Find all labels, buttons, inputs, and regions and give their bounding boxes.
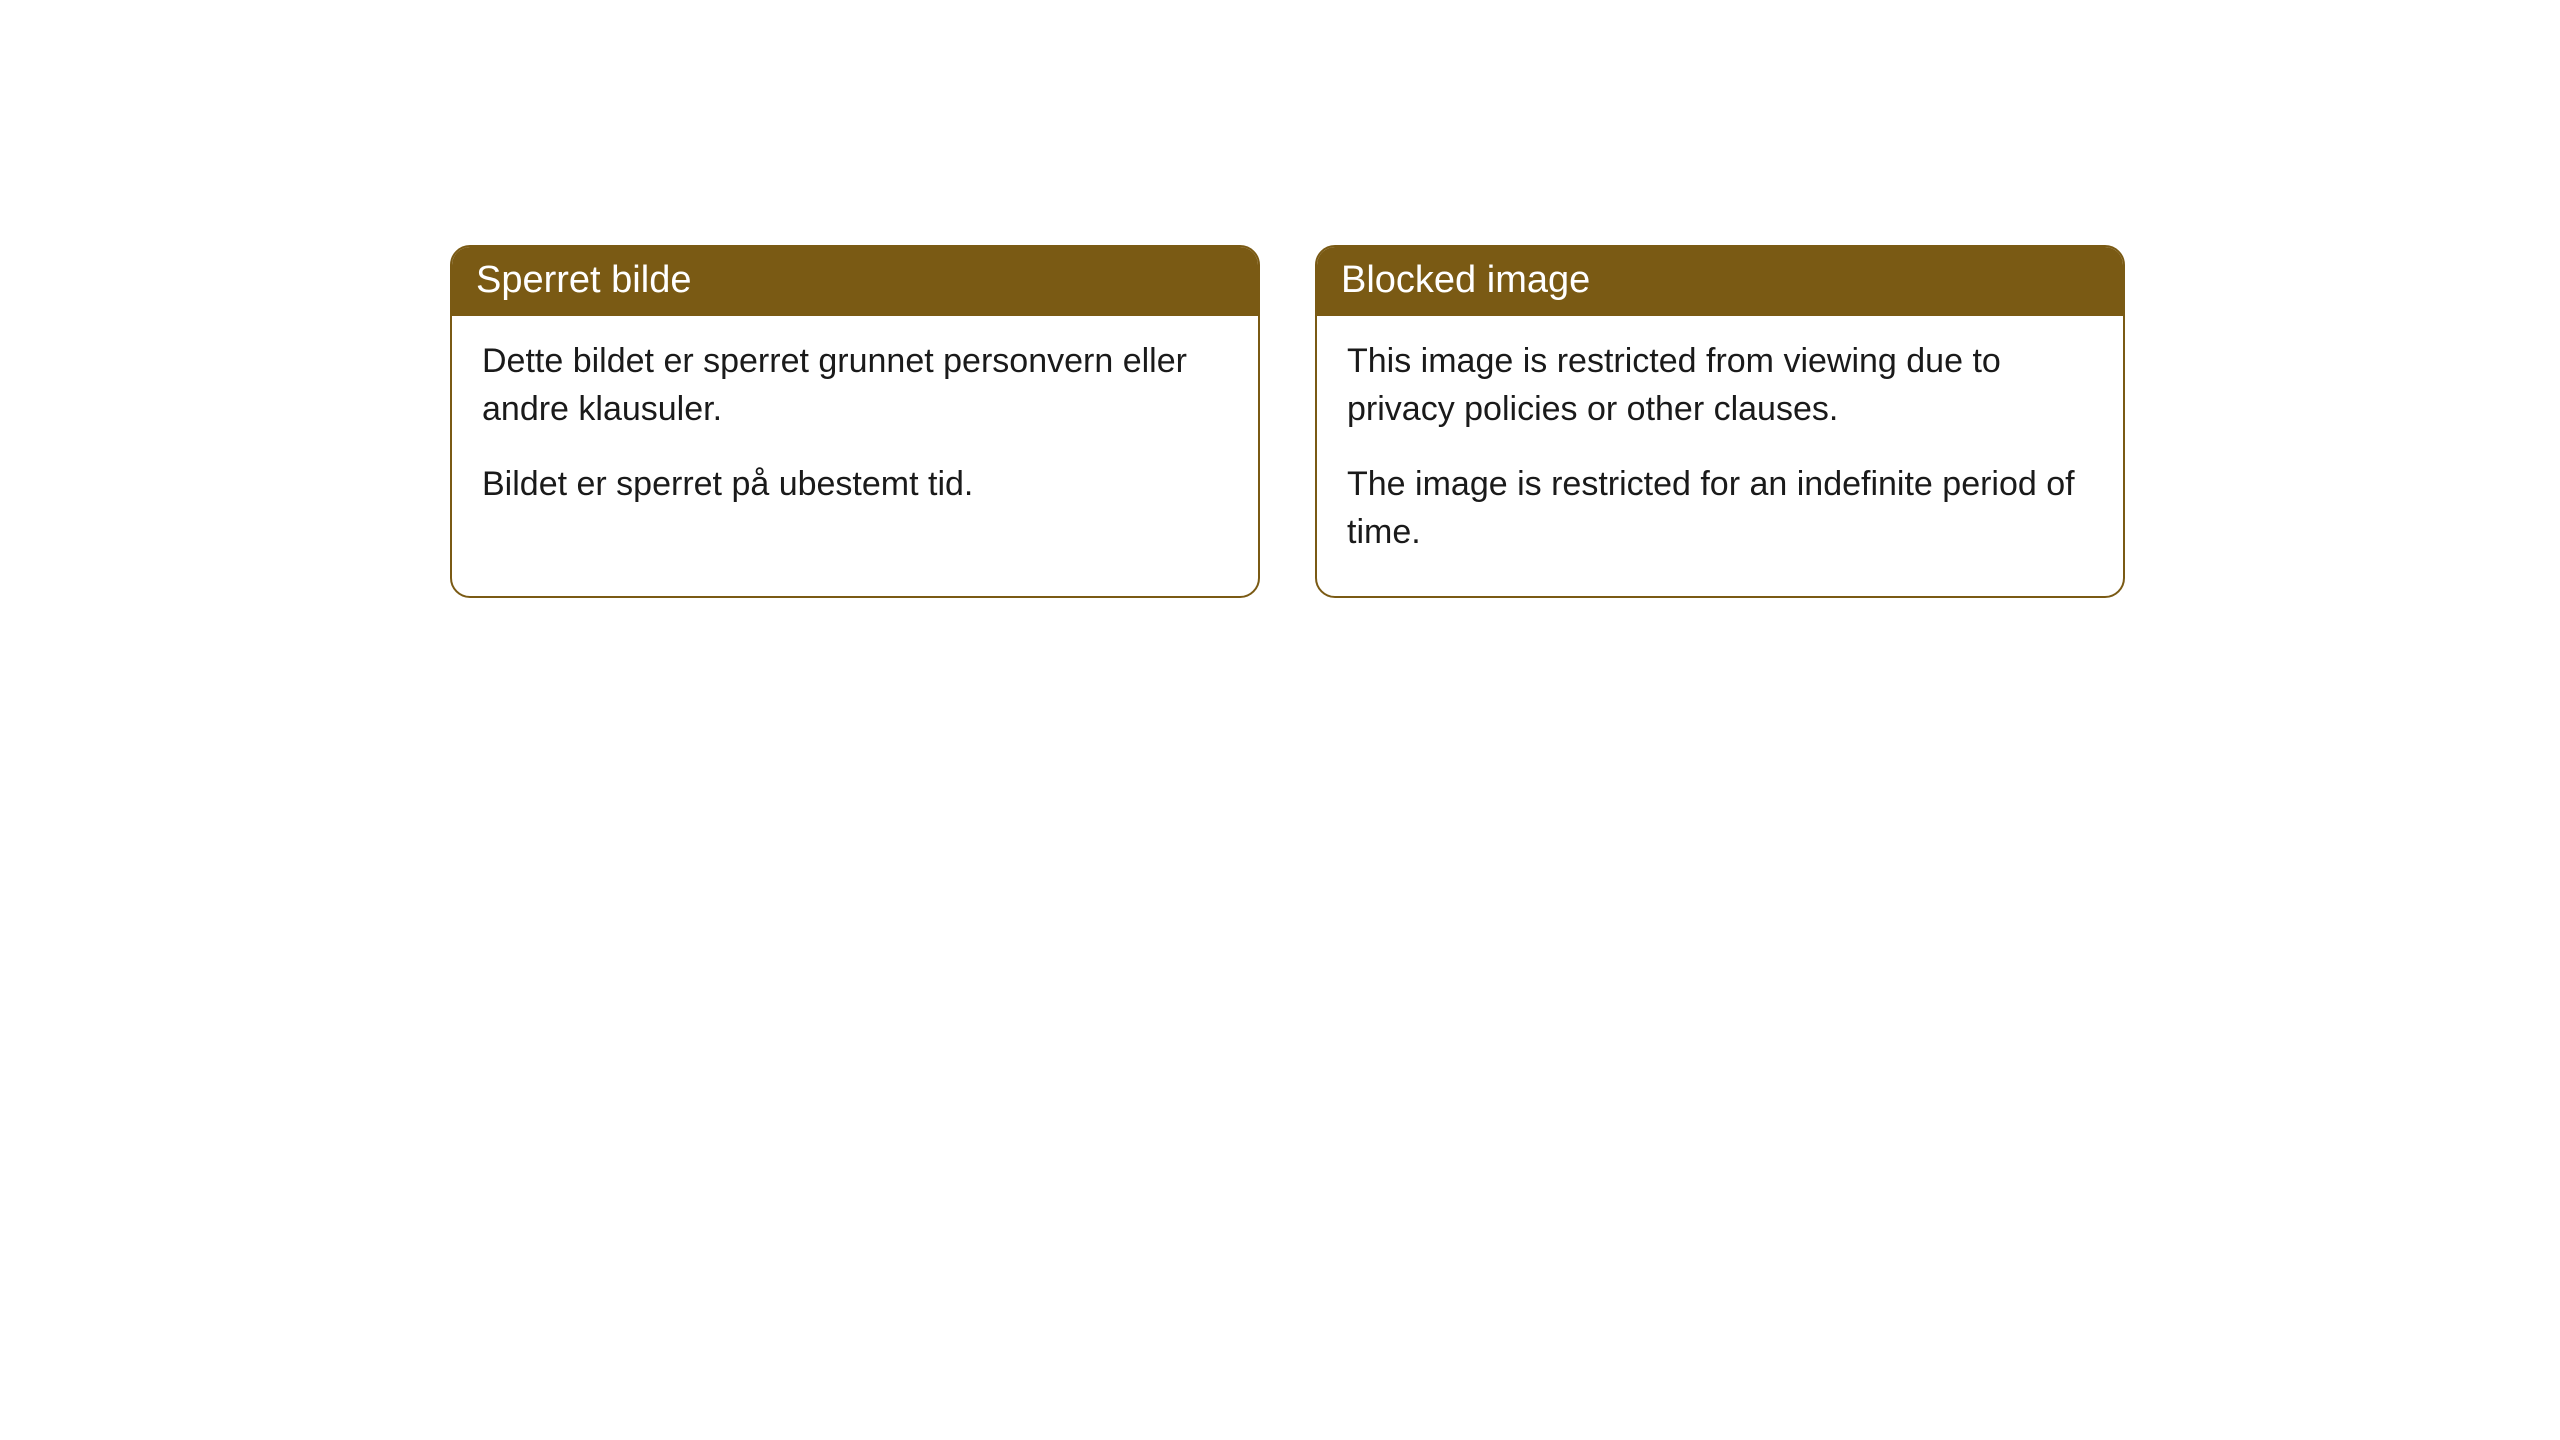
card-title: Blocked image	[1341, 259, 1590, 301]
card-header: Sperret bilde	[452, 247, 1258, 316]
card-body: Dette bildet er sperret grunnet personve…	[452, 316, 1258, 549]
card-paragraph-1: This image is restricted from viewing du…	[1347, 338, 2093, 433]
card-title: Sperret bilde	[476, 259, 691, 301]
card-header: Blocked image	[1317, 247, 2123, 316]
blocked-image-card-english: Blocked image This image is restricted f…	[1315, 245, 2125, 598]
notice-container: Sperret bilde Dette bildet er sperret gr…	[0, 0, 2560, 598]
card-body: This image is restricted from viewing du…	[1317, 316, 2123, 596]
card-paragraph-2: Bildet er sperret på ubestemt tid.	[482, 461, 1228, 509]
blocked-image-card-norwegian: Sperret bilde Dette bildet er sperret gr…	[450, 245, 1260, 598]
card-paragraph-1: Dette bildet er sperret grunnet personve…	[482, 338, 1228, 433]
card-paragraph-2: The image is restricted for an indefinit…	[1347, 461, 2093, 556]
